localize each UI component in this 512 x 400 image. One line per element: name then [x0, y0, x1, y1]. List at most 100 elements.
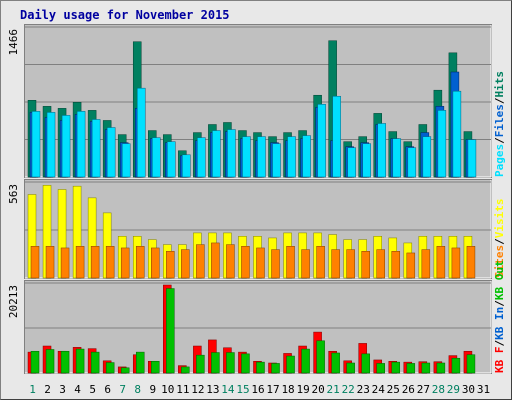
x-tick-label: 28 — [432, 383, 445, 396]
sites-bar — [376, 249, 385, 279]
sites-bar — [466, 246, 476, 279]
x-tick-label: 10 — [161, 383, 174, 396]
x-tick-label: 13 — [206, 383, 219, 396]
legend-sep2: / — [493, 300, 506, 307]
sites-bar — [226, 244, 235, 279]
x-tick-label: 18 — [281, 383, 294, 396]
pages-bar — [467, 139, 477, 178]
kbin-bar — [75, 348, 85, 374]
x-tick-label: 30 — [462, 383, 475, 396]
pages-bar — [212, 130, 221, 178]
legend-kbout2: KB Out — [493, 260, 506, 300]
sites-bar — [256, 247, 265, 279]
kbin-bar — [166, 288, 175, 374]
kbin-bar — [196, 354, 205, 374]
kbin-bar — [346, 362, 355, 374]
legend-pages: Pages — [493, 144, 506, 177]
legend-sep1: / — [493, 238, 506, 245]
sites-bar — [241, 246, 250, 279]
sites-bar — [120, 247, 130, 279]
sites-bar — [90, 246, 100, 279]
pages-bar — [76, 111, 86, 178]
pages-bar — [152, 137, 161, 178]
x-tick-label: 23 — [357, 383, 370, 396]
x-tick-label: 31 — [477, 383, 490, 396]
legend-sites: Sites — [493, 245, 506, 278]
legend-files: Files — [493, 104, 506, 137]
legend-kbin: KB In — [493, 307, 506, 340]
sites-bar — [421, 249, 431, 279]
sites-bar — [271, 249, 280, 279]
legend-kb: KB F/KB In/KB Out — [493, 260, 506, 373]
pages-bar — [242, 136, 251, 178]
pages-bar — [287, 136, 296, 178]
pages-bar — [377, 123, 386, 178]
pages-bar — [422, 136, 432, 178]
x-tick-label: 16 — [251, 383, 264, 396]
sites-bar — [331, 249, 340, 279]
legend-visits: Visits — [493, 199, 506, 239]
x-tick-label: 29 — [447, 383, 460, 396]
sites-bar — [286, 246, 295, 279]
kbin-bar — [211, 352, 220, 374]
x-tick-label: 26 — [402, 383, 415, 396]
sites-bar — [436, 246, 446, 279]
x-tick-label: 20 — [312, 383, 325, 396]
legend-hits: Hits — [493, 71, 506, 98]
pages-bar — [61, 115, 71, 178]
kbin-bar — [376, 363, 385, 374]
kbin-bar — [361, 353, 370, 374]
kbin-bar — [436, 362, 446, 374]
kbin-bar — [60, 350, 70, 374]
x-tick-label: 27 — [417, 383, 430, 396]
sites-bar — [30, 246, 40, 279]
sites-bar — [151, 247, 160, 279]
x-tick-label: 2 — [44, 383, 51, 396]
pages-bar — [121, 143, 131, 178]
x-tick-label: 14 — [221, 383, 235, 396]
panel-background — [25, 281, 491, 373]
pages-bar — [31, 111, 41, 178]
kbin-bar — [421, 362, 431, 374]
x-tick-label: 3 — [59, 383, 66, 396]
pages-bar — [317, 104, 326, 178]
y-max-label: 1466 — [7, 29, 20, 56]
legend-visits-sites: Sites/Visits — [493, 199, 506, 279]
y-max-label: 563 — [7, 184, 20, 204]
x-tick-label: 17 — [266, 383, 279, 396]
kbin-bar — [466, 354, 476, 374]
pages-bar — [182, 154, 191, 178]
kbin-bar — [90, 351, 100, 374]
pages-bar — [362, 143, 371, 178]
sites-bar — [316, 246, 325, 279]
legend-sep2: / — [493, 97, 506, 104]
panel-visits-sites: 563 Sites/Visits — [7, 179, 506, 279]
x-tick-label: 6 — [104, 383, 111, 396]
sites-bar — [135, 246, 145, 279]
legend-hits-files-pages: Pages/Files/Hits — [493, 71, 506, 177]
pages-bar — [452, 90, 462, 178]
legend-sep1: / — [493, 137, 506, 144]
kbin-bar — [286, 355, 295, 374]
kbin-bar — [226, 352, 235, 374]
x-tick-label: 19 — [296, 383, 309, 396]
pages-bar — [392, 138, 402, 178]
sites-bar — [45, 246, 55, 279]
x-tick-label: 9 — [149, 383, 156, 396]
pages-bar — [272, 143, 281, 178]
pages-bar — [302, 135, 311, 178]
x-tick-label: 24 — [372, 383, 386, 396]
kbin-bar — [241, 353, 250, 374]
kbin-bar — [105, 362, 115, 374]
x-tick-label: 8 — [134, 383, 141, 396]
kbin-bar — [256, 361, 265, 374]
x-tick-label: 22 — [342, 383, 355, 396]
pages-bar — [91, 119, 101, 178]
x-tick-label: 21 — [327, 383, 340, 396]
kbin-bar — [120, 367, 130, 374]
kbin-bar — [30, 350, 40, 374]
kbin-bar — [151, 360, 160, 374]
pages-bar — [332, 95, 341, 178]
